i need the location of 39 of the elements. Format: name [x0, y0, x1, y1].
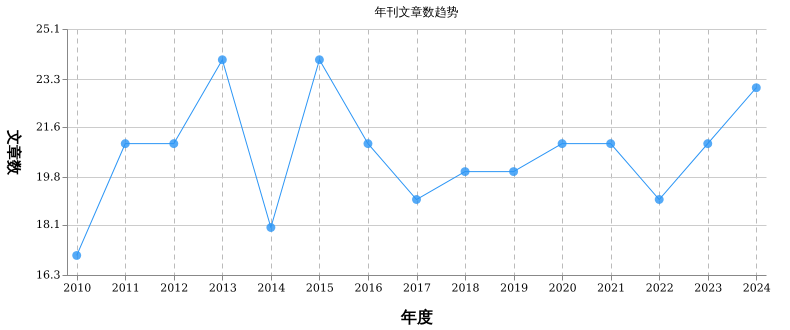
x-tick-label: 2017: [403, 282, 431, 294]
point: [218, 55, 227, 64]
point: [169, 139, 178, 148]
x-tick-label: 2024: [742, 282, 771, 294]
point: [266, 223, 276, 232]
x-tick-label: 2019: [500, 282, 528, 294]
point: [752, 83, 761, 92]
x-axis-title: 年度: [400, 308, 433, 326]
y-tick-label: 25.1: [36, 22, 60, 36]
y-tick-label: 23.3: [36, 72, 60, 86]
point: [558, 139, 567, 148]
x-tick-label: 2018: [452, 282, 480, 294]
point: [460, 167, 470, 176]
point: [509, 167, 518, 176]
point: [703, 139, 712, 148]
x-tick-label: 2011: [112, 282, 140, 294]
point: [654, 195, 664, 204]
y-tick-label: 16.3: [36, 268, 60, 282]
y-tick-label: 19.8: [36, 170, 60, 184]
x-tick-label: 2012: [160, 282, 188, 294]
y-tick-label: 18.1: [36, 218, 60, 232]
point: [72, 250, 82, 260]
point: [120, 139, 130, 148]
x-tick-label: 2015: [306, 282, 334, 294]
y-axis-title: 文章数: [5, 129, 24, 176]
point: [314, 55, 324, 64]
point: [363, 139, 372, 148]
y-tick-label: 21.6: [36, 120, 60, 134]
x-tick-label: 2021: [597, 282, 626, 294]
point: [606, 139, 616, 148]
x-tick-label: 2014: [257, 282, 286, 294]
x-tick-label: 2023: [694, 282, 722, 294]
x-tick-label: 2016: [354, 282, 382, 294]
x-tick-label: 2013: [208, 282, 237, 294]
x-tick-label: 2022: [646, 282, 674, 294]
point: [412, 195, 421, 204]
x-tick-label: 2020: [548, 282, 577, 294]
chart-title: 年刊文章数趋势: [374, 5, 458, 19]
x-tick-label: 2010: [63, 282, 92, 294]
